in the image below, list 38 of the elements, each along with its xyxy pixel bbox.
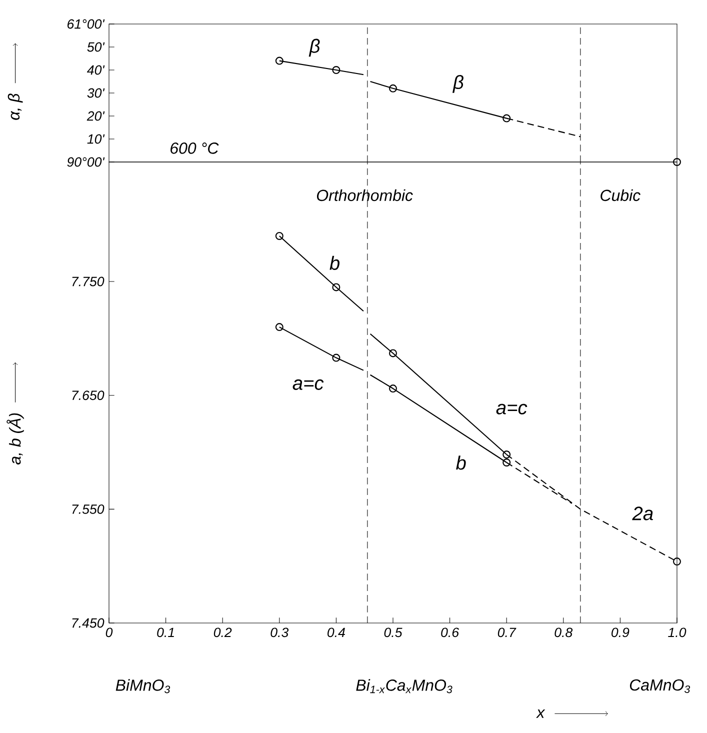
- x-tick-label: 1.0: [668, 628, 686, 638]
- y-tick-label: 7.450: [72, 618, 104, 628]
- x-tick-label: 0.6: [441, 628, 460, 638]
- x-tick-label: 0.2: [214, 628, 232, 638]
- y-tick-label: 7.750: [72, 276, 104, 286]
- series-label: 2a: [632, 506, 653, 520]
- y-tick-label: 40': [86, 65, 105, 75]
- series-label: b: [456, 456, 466, 470]
- series-label: a=c: [292, 379, 324, 390]
- y-tick-label: 7.650: [72, 390, 104, 400]
- x-tick-label: 0.1: [157, 628, 174, 638]
- y-tick-label: 20': [86, 111, 105, 121]
- x-tick-label: 0.7: [498, 628, 516, 638]
- annotation: Orthorhombic: [316, 189, 413, 202]
- y-tick-label: 50': [87, 42, 105, 52]
- annotation: Cubic: [600, 189, 640, 202]
- text: BiMnO$_{3}$: [116, 679, 170, 694]
- x-axis-title: x: [536, 709, 546, 718]
- y-axis-title: a, b (Å): [6, 413, 24, 464]
- x-tick-label: 0.8: [554, 628, 573, 638]
- y-tick-label: 7.550: [72, 504, 104, 514]
- y-tick-label: 10': [87, 134, 105, 144]
- annotation: 600 °C: [170, 142, 219, 154]
- x-tick-label: 0.3: [270, 628, 289, 638]
- series-label: b: [330, 256, 340, 270]
- x-tick-label: 0: [106, 628, 113, 638]
- series-label: a=c: [496, 404, 528, 414]
- text: Bi$_{1-x}$Ca$_{x}$MnO$_{3}$: [356, 679, 452, 694]
- y-tick-label: 30': [87, 88, 105, 98]
- x-tick-label: 0.4: [328, 628, 345, 638]
- series-label: β: [452, 74, 464, 93]
- text: CaMnO$_{3}$: [630, 679, 690, 693]
- x-tick-label: 0.5: [384, 628, 402, 638]
- y-axis-title: α, β: [8, 94, 23, 120]
- y-tick-label: 61°00': [68, 19, 105, 29]
- y-tick-label: 90°00': [67, 157, 105, 167]
- series-label: β: [308, 38, 320, 57]
- x-tick-label: 0.9: [612, 628, 630, 638]
